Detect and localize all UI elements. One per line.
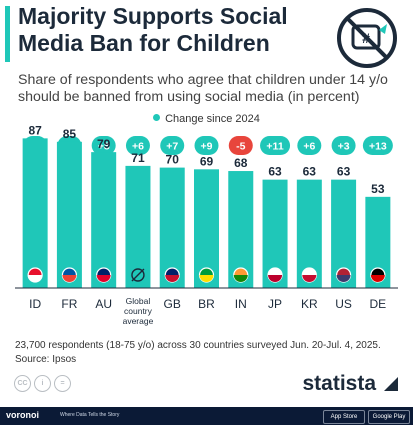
flag-icon-half [28,275,43,283]
chart-subtitle: Share of respondents who agree that chil… [18,72,388,105]
value-label: 79 [97,137,111,151]
google-play-button[interactable]: Google Play [368,410,410,424]
statista-brand: statista [302,372,401,396]
no-social-media-icon: # [337,8,397,68]
change-pill [194,136,219,155]
flag-icon-half [96,275,111,283]
bar [56,141,82,288]
category-label: Global [126,296,151,306]
change-pill [331,136,356,155]
change-pill [362,136,393,155]
category-label: country [124,306,153,316]
footer-logo[interactable]: voronoi [6,410,39,420]
value-label: 69 [200,154,214,168]
value-label: 70 [166,153,180,167]
flag-icon-half [233,275,248,283]
category-label: ID [29,297,41,311]
statista-logo-icon [384,377,398,391]
license-icons: CC i = [14,375,71,392]
accent-bar [5,6,10,62]
category-label: average [123,316,154,326]
cc-icon: CC [14,375,31,392]
value-label: 63 [337,165,351,179]
change-label: -5 [236,141,245,153]
change-label: +7 [166,141,178,153]
global-icon-slash [131,268,145,282]
footnote-note: 23,700 respondents (18-75 y/o) across 30… [15,340,381,351]
value-label: 85 [63,127,77,141]
category-label: BR [198,297,215,311]
value-label: 63 [303,165,317,179]
change-label: +11 [266,141,283,153]
flag-icon-half [336,275,351,283]
category-label: AU [95,297,112,311]
category-label: IN [235,297,247,311]
change-label: +8 [98,141,110,153]
change-label: +13 [369,141,387,153]
nd-icon: = [54,375,71,392]
category-label: GB [164,297,181,311]
legend-dot [153,114,161,121]
category-label: US [335,297,352,311]
chart-title: Majority Supports Social Media Ban for C… [18,3,288,56]
global-icon [131,268,145,282]
category-label: KR [301,297,318,311]
legend: Change since 2024 [0,113,413,125]
bar [22,138,48,288]
category-label: DE [370,297,387,311]
value-label: 53 [371,182,385,196]
change-pill [260,136,291,155]
bar [91,152,117,288]
category-label: FR [61,297,77,311]
change-pill [228,136,253,155]
change-label: +9 [201,141,213,153]
change-pill [125,136,150,155]
change-pill [91,136,116,155]
change-pill [160,136,185,155]
footer-bar: voronoi Where Data Tells the Story App S… [0,407,413,425]
bar-chart: +887ID+585FR+879AU+671Globalcountryavera… [15,123,398,326]
footer-tagline: Where Data Tells the Story [60,412,120,418]
change-pill [297,136,322,155]
by-icon: i [34,375,51,392]
app-store-button[interactable]: App Store [323,410,365,424]
flag-icon-half [268,275,283,283]
flag-icon-half [302,275,317,283]
footnote-source: Source: Ipsos [15,354,77,365]
flag-icon-half [370,275,385,283]
change-label: +3 [338,141,350,153]
change-label: +6 [132,141,144,153]
value-label: 68 [234,156,248,170]
flag-icon-half [165,275,180,283]
category-label: JP [268,297,282,311]
value-label: 63 [268,165,282,179]
flag-icon-half [199,275,214,283]
legend-label: Change since 2024 [165,113,260,125]
bar [125,165,151,288]
value-label: 87 [28,123,42,137]
flag-icon-half [62,275,77,283]
value-label: 71 [131,151,145,165]
brand-name: statista [302,372,376,395]
change-label: +6 [303,141,315,153]
